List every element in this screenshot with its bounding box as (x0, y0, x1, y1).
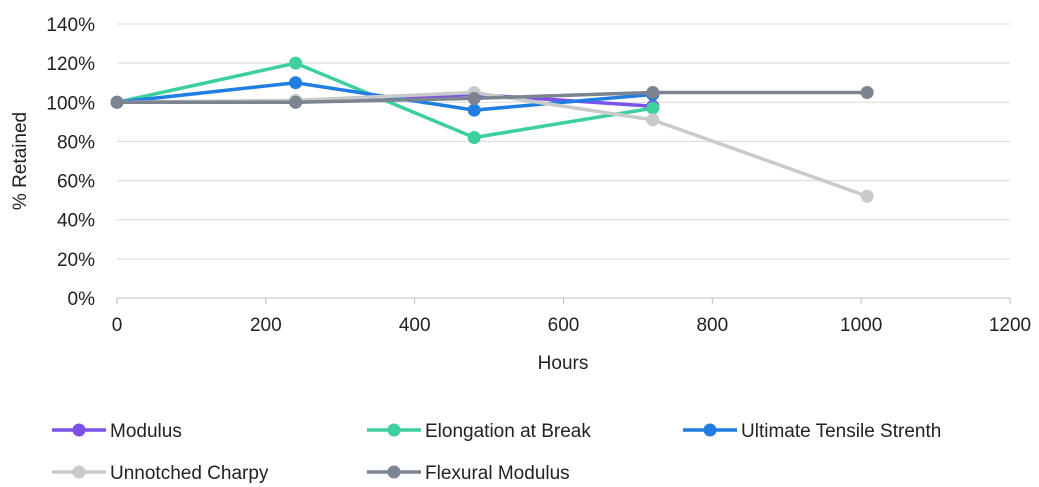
y-tick-label: 40% (57, 211, 95, 232)
data-point (289, 95, 303, 109)
legend-label: Unnotched Charpy (110, 463, 269, 484)
data-point (646, 86, 660, 99)
legend-label: Ultimate Tensile Strenth (741, 421, 941, 442)
series-flexural-modulus (110, 86, 874, 109)
legend-marker (387, 465, 401, 479)
data-point (467, 131, 481, 145)
x-axis: 0 200 400 600 800 1000 1200 (112, 298, 1031, 336)
x-axis-title: Hours (538, 353, 589, 374)
x-tick-label: 200 (250, 315, 282, 336)
data-point (467, 103, 481, 117)
data-point (467, 91, 481, 105)
y-tick-label: 80% (57, 132, 95, 153)
series-layer (110, 56, 874, 203)
data-point (646, 113, 660, 127)
y-tick-label: 0% (68, 289, 96, 310)
legend-item: Modulus (52, 421, 182, 442)
legend-item: Elongation at Break (367, 421, 591, 442)
y-axis: 0% 20% 40% 60% 80% 100% 120% 140% (46, 15, 95, 310)
legend-label: Flexural Modulus (425, 463, 570, 484)
x-tick-label: 600 (548, 315, 580, 336)
y-axis-title: % Retained (10, 112, 31, 210)
data-point (289, 56, 303, 70)
legend: Modulus Elongation at Break Ultimate Tensi… (52, 421, 941, 484)
legend-label: Modulus (110, 421, 182, 442)
data-point (110, 95, 124, 109)
legend-item: Ultimate Tensile Strenth (683, 421, 941, 442)
legend-marker (387, 423, 401, 437)
y-tick-label: 20% (57, 250, 95, 271)
y-tick-label: 100% (46, 93, 95, 114)
data-point (860, 86, 874, 99)
data-point (646, 101, 660, 115)
gridlines (117, 23, 1010, 299)
data-point (289, 76, 303, 90)
legend-marker (72, 423, 86, 437)
legend-marker (72, 465, 86, 479)
x-tick-label: 1200 (989, 315, 1031, 336)
x-tick-label: 400 (399, 315, 431, 336)
x-tick-label: 1000 (840, 315, 882, 336)
legend-item: Flexural Modulus (367, 463, 570, 484)
data-point (860, 189, 874, 203)
x-tick-label: 800 (696, 315, 728, 336)
y-tick-label: 60% (57, 172, 95, 193)
legend-item: Unnotched Charpy (52, 463, 269, 484)
y-tick-label: 120% (46, 54, 95, 75)
x-tick-label: 0 (112, 315, 123, 336)
y-tick-label: 140% (46, 15, 95, 36)
legend-label: Elongation at Break (425, 421, 591, 442)
legend-marker (703, 423, 717, 437)
